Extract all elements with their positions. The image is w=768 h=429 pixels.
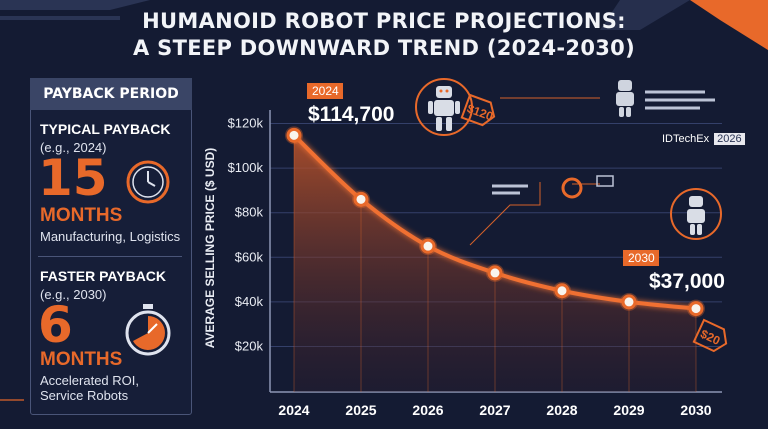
series-area [294,135,696,392]
x-tick-label: 2028 [546,402,577,418]
y-tick-label: $120k [228,116,264,131]
faster-payback-desc-2: Service Robots [40,388,129,403]
payback-panel [30,78,192,415]
end-price-tag: $20 [692,318,728,353]
data-point [286,127,302,143]
data-point [353,191,369,207]
faster-payback-sub: (e.g., 2030) [40,287,107,302]
data-point [621,294,637,310]
faster-payback-label: FASTER PAYBACK [40,268,167,284]
data-point [554,283,570,299]
data-points [285,126,705,318]
end-year-label: 2030 [628,251,655,265]
faster-payback-value: 6 [38,296,73,354]
clock-icon [126,160,170,204]
badge-year: 2026 [714,133,745,145]
x-tick-label: 2026 [412,402,443,418]
donut-icon [561,177,583,199]
source-badge: IDTechEx 2026 [662,133,745,145]
title-line-2: A STEEP DOWNWARD TREND (2024-2030) [133,36,635,60]
robot-icon [616,80,634,117]
panel-divider [38,256,182,257]
typical-payback-sub: (e.g., 2024) [40,140,107,155]
y-axis-ticks: $20k $40k $60k $80k $100k $120k [228,116,264,354]
start-price-label: $114,700 [308,103,394,126]
y-tick-label: $60k [235,249,264,264]
badge-brand: IDTechEx [662,133,710,145]
y-tick-label: $40k [235,294,264,309]
y-axis-label: AVERAGE SELLING PRICE ($ USD) [203,148,217,348]
typical-payback-value: 15 [38,149,108,207]
y-tick-label: $20k [235,339,264,354]
page-title: HUMANOID ROBOT PRICE PROJECTIONS: A STEE… [0,8,768,62]
robot-icon [687,196,705,235]
data-point [688,301,704,317]
end-robot-ring [670,188,722,240]
start-year-label: 2024 [312,84,339,98]
stopwatch-icon [125,304,171,356]
faster-payback-unit: MONTHS [40,349,123,370]
y-tick-label: $80k [235,205,264,220]
x-tick-label: 2029 [613,402,644,418]
decor-lines [469,97,600,246]
data-point [420,238,436,254]
x-tick-label: 2027 [479,402,510,418]
data-point [487,265,503,281]
end-price-label: $37,000 [649,270,725,293]
start-robot-ring [415,78,473,136]
typical-payback-desc: Manufacturing, Logistics [40,229,181,244]
title-line-1: HUMANOID ROBOT PRICE PROJECTIONS: [142,9,626,33]
x-tick-label: 2025 [345,402,376,418]
typical-payback-label: TYPICAL PAYBACK [40,121,171,137]
folder-icon [596,175,614,187]
decor-panel-lines [492,90,715,195]
start-year-badge [307,83,343,99]
y-tick-label: $100k [228,160,264,175]
x-axis-ticks: 2024 2025 2026 2027 2028 2029 2030 [278,402,711,418]
robot-icon [428,86,460,131]
end-year-badge [623,250,659,266]
faster-payback-desc-1: Accelerated ROI, [40,373,139,388]
payback-header: PAYBACK PERIOD [30,78,192,110]
x-tick-label: 2030 [680,402,711,418]
typical-payback-unit: MONTHS [40,205,123,226]
x-tick-label: 2024 [278,402,309,418]
